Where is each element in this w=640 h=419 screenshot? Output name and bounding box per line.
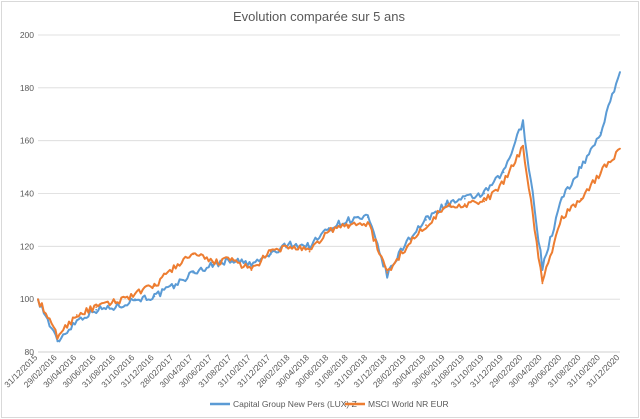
data-point: [134, 298, 136, 301]
data-point: [114, 306, 117, 308]
legend: Capital Group New Pers (LUX) Z MSCI World…: [210, 399, 449, 409]
data-point: [95, 306, 98, 308]
data-point: [522, 145, 524, 147]
data-point: [580, 166, 583, 168]
y-tick-label: 100: [20, 294, 34, 304]
data-point: [560, 197, 563, 200]
data-point: [289, 245, 292, 248]
data-point: [599, 171, 602, 174]
data-point: [541, 282, 544, 285]
data-point: [75, 319, 78, 322]
data-point: [444, 205, 447, 208]
data-point: [560, 216, 563, 219]
data-point: [425, 219, 427, 221]
data-point: [366, 216, 369, 219]
data-point: [386, 271, 389, 274]
data-point: [444, 203, 447, 205]
chart-title: Evolution comparée sur 5 ans: [233, 9, 405, 24]
data-point: [463, 197, 466, 200]
y-tick-label: 200: [20, 30, 34, 40]
data-point: [172, 266, 175, 269]
data-point: [463, 203, 466, 205]
data-point: [386, 274, 389, 277]
data-point: [95, 308, 98, 311]
data-point: [405, 240, 408, 242]
data-point: [541, 266, 544, 269]
y-tick-label: 160: [20, 136, 34, 146]
y-tick-label: 140: [20, 189, 34, 199]
data-point: [192, 253, 195, 256]
data-point: [153, 295, 156, 298]
data-point: [366, 221, 369, 224]
series-lines: [37, 71, 621, 343]
series-line-2: [37, 144, 621, 340]
data-point: [599, 131, 602, 134]
x-axis-ticks: 31/12/201529/02/201630/04/201630/06/2016…: [2, 352, 621, 389]
y-axis-ticks: 80 100 120 140 160 180 200: [20, 30, 34, 357]
y-tick-label: 120: [20, 241, 34, 251]
data-point: [347, 224, 350, 227]
data-point: [308, 250, 311, 253]
data-point: [328, 229, 330, 232]
data-point: [308, 245, 311, 248]
data-point: [405, 245, 408, 248]
data-point: [231, 258, 233, 261]
data-point: [269, 250, 272, 253]
data-point: [211, 263, 214, 266]
data-point: [522, 121, 524, 124]
legend-label: MSCI World NR EUR: [368, 399, 449, 409]
grid-lines: [38, 34, 620, 353]
data-point: [250, 269, 253, 272]
data-point: [328, 226, 330, 229]
data-point: [75, 314, 78, 316]
data-point: [425, 224, 427, 227]
data-point: [347, 219, 350, 221]
data-point: [580, 197, 583, 200]
data-point: [56, 335, 59, 338]
data-point: [619, 147, 621, 150]
y-tick-label: 80: [25, 347, 35, 357]
data-point: [153, 285, 156, 287]
data-point: [483, 192, 486, 195]
data-point: [134, 292, 136, 295]
data-point: [502, 182, 505, 184]
data-point: [269, 253, 272, 256]
data-point: [483, 200, 486, 203]
data-point: [619, 71, 621, 73]
data-point: [250, 263, 253, 266]
data-point: [37, 298, 39, 301]
data-point: [172, 285, 175, 287]
data-point: [114, 300, 117, 303]
data-point: [192, 271, 195, 274]
data-point: [56, 340, 59, 343]
data-point: [211, 261, 214, 264]
data-point: [502, 171, 505, 174]
data-point: [289, 242, 292, 245]
y-tick-label: 180: [20, 83, 34, 93]
legend-label: Capital Group New Pers (LUX) Z: [233, 399, 357, 409]
